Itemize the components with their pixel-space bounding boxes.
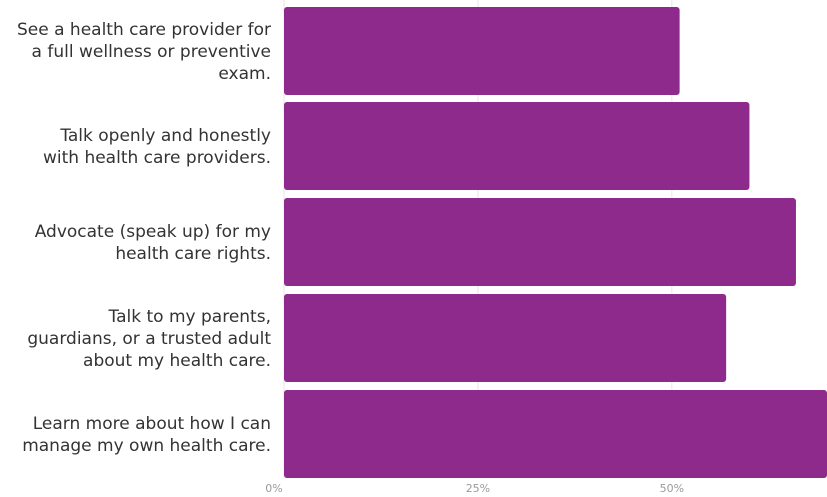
x-tick-label-2: 50% bbox=[660, 482, 684, 495]
category-label-3-line-0: Talk to my parents, bbox=[108, 307, 271, 327]
category-label-0-line-2: exam. bbox=[218, 64, 271, 84]
category-label-2-line-1: health care rights. bbox=[115, 244, 271, 264]
x-tick-label-1: 25% bbox=[466, 482, 490, 495]
category-label-0-line-0: See a health care provider for bbox=[17, 20, 271, 40]
category-label-3-line-1: guardians, or a trusted adult bbox=[27, 329, 271, 349]
bar-3 bbox=[284, 294, 727, 382]
bar-4 bbox=[284, 390, 827, 478]
bar-2 bbox=[284, 198, 796, 286]
category-label-4-line-0: Learn more about how I can bbox=[33, 414, 271, 434]
category-label-1-line-0: Talk openly and honestly bbox=[59, 126, 271, 146]
x-tick-label-0: 0% bbox=[265, 482, 282, 495]
category-label-2-line-0: Advocate (speak up) for my bbox=[35, 222, 271, 242]
category-label-0-line-1: a full wellness or preventive bbox=[32, 42, 271, 62]
category-label-1-line-1: with health care providers. bbox=[43, 148, 271, 168]
category-label-4-line-1: manage my own health care. bbox=[22, 436, 271, 456]
bar-1 bbox=[284, 102, 750, 190]
x-axis-ticks: 0% 25% 50% bbox=[265, 482, 684, 495]
bars bbox=[284, 7, 827, 478]
category-label-3-line-2: about my health care. bbox=[83, 351, 271, 371]
bar-0 bbox=[284, 7, 680, 95]
